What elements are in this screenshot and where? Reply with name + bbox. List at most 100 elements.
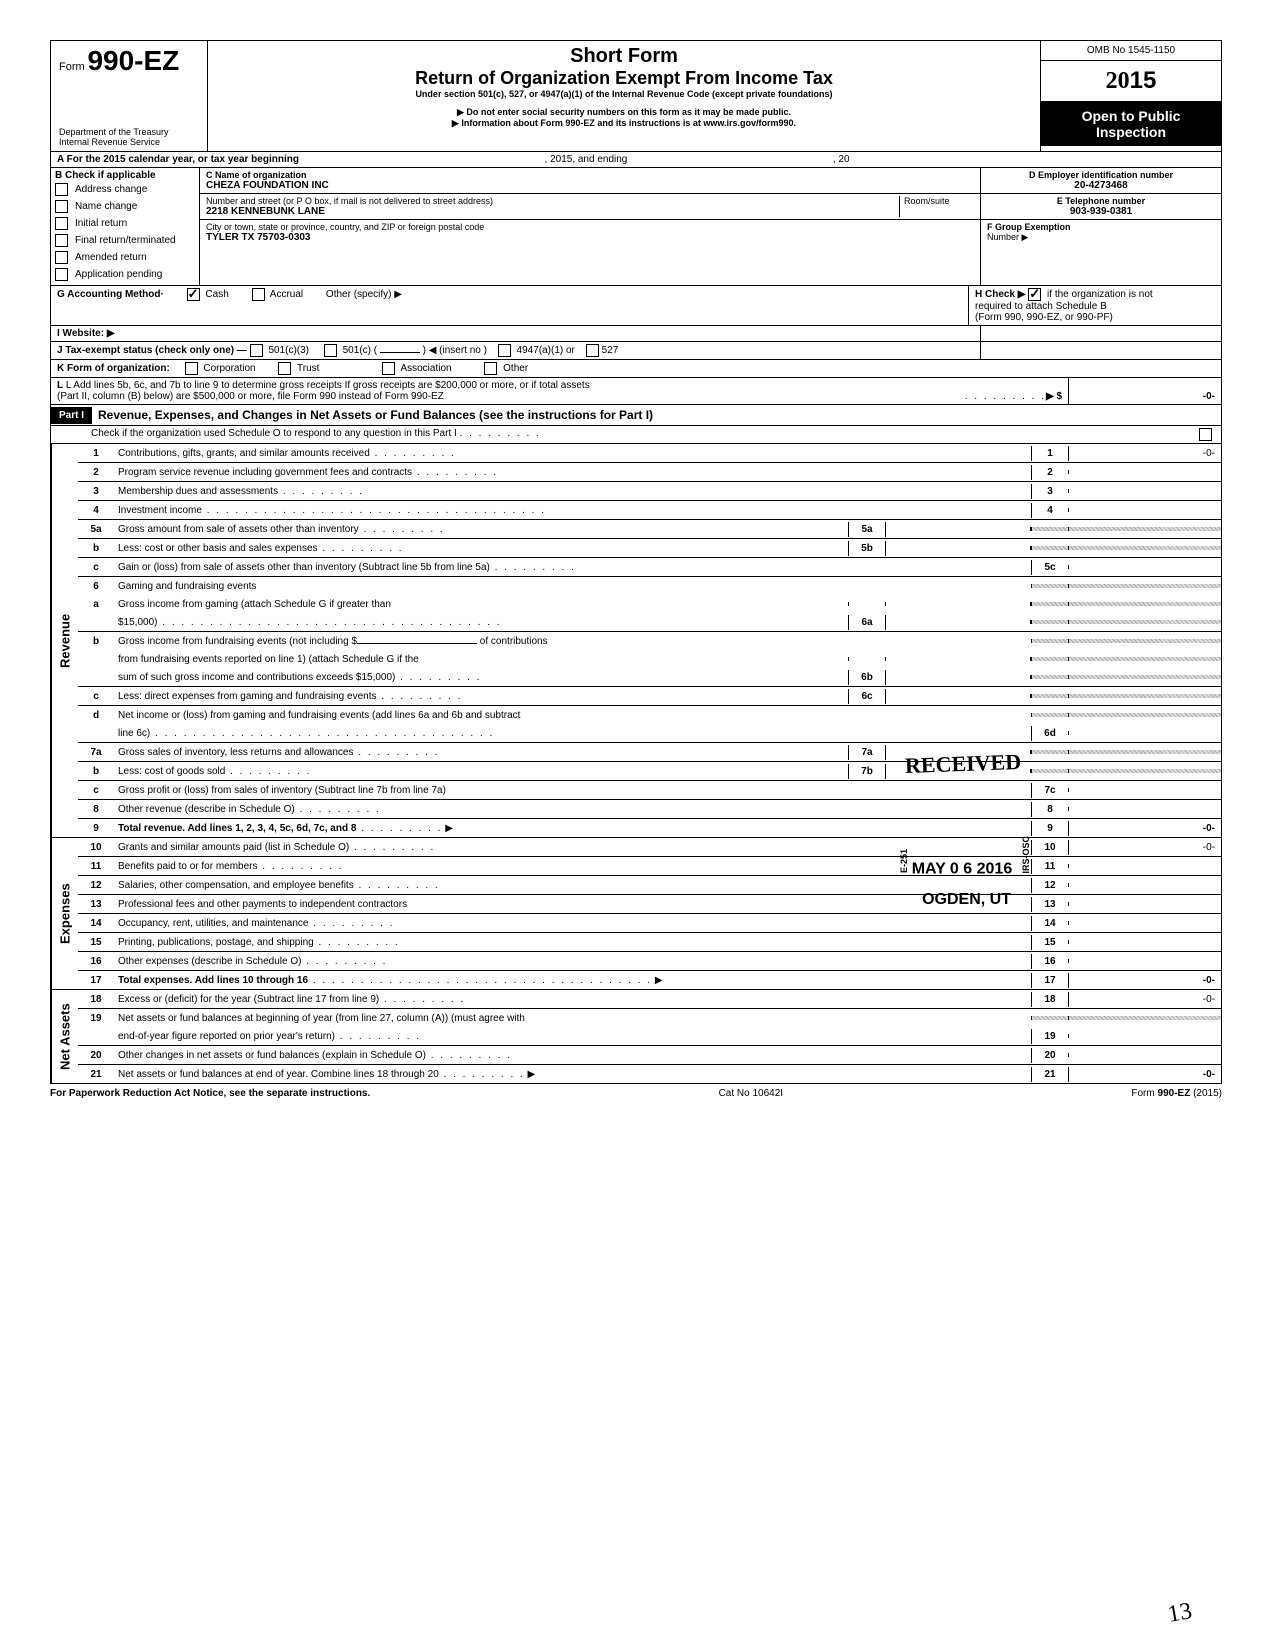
- identity-block: B Check if applicable Address change Nam…: [50, 168, 1222, 286]
- box-d-label: D Employer identification number: [987, 170, 1215, 180]
- box-h-label: H Check ▶: [975, 289, 1025, 300]
- box-e-label: E Telephone number: [987, 196, 1215, 206]
- label-assoc: Association: [400, 363, 451, 374]
- line-6a-desc1: Gross income from gaming (attach Schedul…: [114, 597, 848, 612]
- line-6b-desc1b: of contributions: [480, 636, 548, 647]
- box-b-title: B Check if applicable: [55, 170, 195, 181]
- checkbox-cash[interactable]: [187, 288, 200, 301]
- checkbox-final-return[interactable]: [55, 234, 68, 247]
- year-prefix: 20: [1106, 68, 1130, 94]
- footer: For Paperwork Reduction Act Notice, see …: [50, 1084, 1222, 1103]
- line-16-desc: Other expenses (describe in Schedule O): [118, 956, 301, 967]
- label-accrual: Accrual: [270, 289, 303, 300]
- box-a-label: A For the 2015 calendar year, or tax yea…: [57, 154, 299, 165]
- box-f-number: Number ▶: [987, 232, 1215, 243]
- line-20-val: [1068, 1053, 1221, 1057]
- label-other-org: Other: [503, 363, 528, 374]
- line-5c-desc: Gain or (loss) from sale of assets other…: [118, 562, 490, 573]
- line-6c-val: [886, 694, 1031, 698]
- checkbox-assoc[interactable]: [382, 362, 395, 375]
- checkbox-trust[interactable]: [278, 362, 291, 375]
- checkbox-501c3[interactable]: [250, 344, 263, 357]
- line-13-val: [1068, 902, 1221, 906]
- net-assets-label: Net Assets: [51, 990, 78, 1083]
- box-h-line1b: if the organization is not: [1047, 289, 1153, 300]
- box-c-name-label: C Name of organization: [206, 170, 974, 180]
- line-21-val: -0-: [1068, 1067, 1221, 1082]
- checkbox-other-org[interactable]: [484, 362, 497, 375]
- line-17-val: -0-: [1068, 973, 1221, 988]
- line-3-desc: Membership dues and assessments: [118, 486, 278, 497]
- row-i: I Website: ▶: [50, 326, 1222, 342]
- row-l: L L Add lines 5b, 6c, and 7b to line 9 t…: [50, 378, 1222, 405]
- box-h-line2: required to attach Schedule B: [975, 301, 1215, 312]
- line-20-desc: Other changes in net assets or fund bala…: [118, 1050, 426, 1061]
- line-8-val: [1068, 807, 1221, 811]
- box-c-city-label: City or town, state or province, country…: [206, 222, 974, 232]
- line-6d-val: [1068, 731, 1221, 735]
- box-a-mid: , 2015, and ending: [545, 154, 628, 165]
- line-3-val: [1068, 489, 1221, 493]
- line-19-val: [1068, 1034, 1221, 1038]
- line-2-desc: Program service revenue including govern…: [118, 467, 412, 478]
- org-street: 2218 KENNEBUNK LANE: [206, 206, 899, 217]
- expenses-label: Expenses: [51, 838, 78, 989]
- label-4947: 4947(a)(1) or: [517, 345, 575, 356]
- checkbox-527[interactable]: [586, 344, 599, 357]
- checkbox-name-change[interactable]: [55, 200, 68, 213]
- form-prefix: Form: [59, 61, 85, 73]
- checkbox-address-change[interactable]: [55, 183, 68, 196]
- line-6a-val: [886, 620, 1031, 624]
- form-header: Form 990-EZ Department of the Treasury I…: [50, 40, 1222, 152]
- checkbox-corp[interactable]: [185, 362, 198, 375]
- line-6-desc: Gaming and fundraising events: [114, 579, 1031, 594]
- checkbox-501c[interactable]: [324, 344, 337, 357]
- line-6b-desc2: from fundraising events reported on line…: [114, 652, 848, 667]
- line-14-desc: Occupancy, rent, utilities, and maintena…: [118, 918, 308, 929]
- line-7c-desc: Gross profit or (loss) from sales of inv…: [118, 785, 446, 796]
- checkbox-schedule-b[interactable]: [1028, 288, 1041, 301]
- line-8-desc: Other revenue (describe in Schedule O): [118, 804, 295, 815]
- box-h-line3: (Form 990, 990-EZ, or 990-PF): [975, 312, 1215, 323]
- checkbox-application-pending[interactable]: [55, 268, 68, 281]
- line-5b-val: [886, 546, 1031, 550]
- line-6d-desc2: line 6c): [118, 728, 150, 739]
- line-7a-val: [886, 750, 1031, 754]
- open-public-2: Inspection: [1047, 124, 1215, 140]
- header-warn: ▶ Do not enter social security numbers o…: [216, 107, 1032, 118]
- label-501c: 501(c) (: [343, 345, 377, 356]
- line-1-desc: Contributions, gifts, grants, and simila…: [118, 448, 370, 459]
- line-6b-desc3: sum of such gross income and contributio…: [118, 672, 395, 683]
- label-cash: Cash: [205, 289, 228, 300]
- line-19-desc2: end-of-year figure reported on prior yea…: [118, 1031, 335, 1042]
- line-13-desc: Professional fees and other payments to …: [118, 899, 407, 910]
- line-2-val: [1068, 470, 1221, 474]
- line-21-desc: Net assets or fund balances at end of ye…: [118, 1069, 439, 1080]
- line-16-val: [1068, 959, 1221, 963]
- part-1-check-text: Check if the organization used Schedule …: [91, 428, 457, 439]
- ein-value: 20-4273468: [987, 180, 1215, 191]
- label-initial-return: Initial return: [75, 218, 127, 229]
- label-trust: Trust: [297, 363, 319, 374]
- label-corp: Corporation: [203, 363, 255, 374]
- label-application-pending: Application pending: [75, 269, 162, 280]
- checkbox-accrual[interactable]: [252, 288, 265, 301]
- header-info: ▶ Information about Form 990-EZ and its …: [216, 118, 1032, 129]
- line-7b-desc: Less: cost of goods sold: [118, 766, 225, 777]
- line-4-desc: Investment income: [118, 505, 202, 516]
- line-12-desc: Salaries, other compensation, and employ…: [118, 880, 354, 891]
- line-10-desc: Grants and similar amounts paid (list in…: [118, 842, 349, 853]
- line-15-val: [1068, 940, 1221, 944]
- line-1-val: -0-: [1068, 446, 1221, 461]
- checkbox-schedule-o[interactable]: [1199, 428, 1212, 441]
- row-j: J Tax-exempt status (check only one) — 5…: [50, 342, 1222, 360]
- checkbox-initial-return[interactable]: [55, 217, 68, 230]
- part-1-title: Revenue, Expenses, and Changes in Net As…: [92, 405, 1221, 425]
- org-name: CHEZA FOUNDATION INC: [206, 180, 974, 191]
- checkbox-4947[interactable]: [498, 344, 511, 357]
- line-15-desc: Printing, publications, postage, and shi…: [118, 937, 314, 948]
- footer-right-year: (2015): [1193, 1088, 1222, 1099]
- checkbox-amended-return[interactable]: [55, 251, 68, 264]
- expenses-section: Expenses 10Grants and similar amounts pa…: [50, 838, 1222, 990]
- footer-mid: Cat No 10642I: [719, 1088, 784, 1099]
